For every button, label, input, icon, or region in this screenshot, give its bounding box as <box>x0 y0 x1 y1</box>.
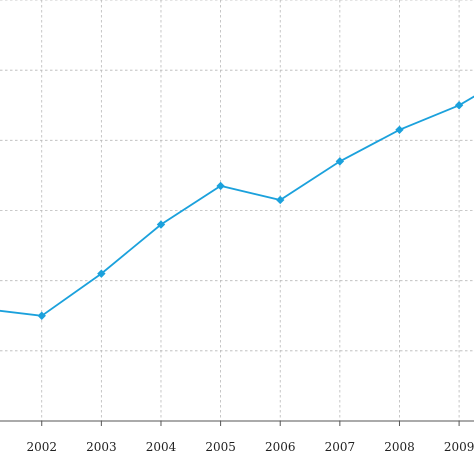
data-point-marker <box>37 311 46 320</box>
x-tick-label: 2008 <box>384 440 415 454</box>
data-point-marker <box>216 181 225 191</box>
data-point-marker <box>395 125 404 135</box>
data-point-marker <box>156 220 166 229</box>
series-line <box>0 95 474 317</box>
x-tick-label: 2009 <box>444 440 474 454</box>
x-tick-label: 2003 <box>86 440 117 454</box>
data-point-marker <box>97 269 106 278</box>
x-axis-ticks: 2002 2003 2004 2005 2006 2007 2008 2009 <box>26 421 474 454</box>
grid-lines <box>0 0 474 421</box>
data-point-marker <box>276 195 285 205</box>
x-tick-label: 2002 <box>26 440 57 454</box>
x-tick-label: 2007 <box>325 440 356 454</box>
series-layer <box>0 95 474 320</box>
x-tick-label: 2005 <box>205 440 236 454</box>
x-tick-label: 2006 <box>265 440 296 454</box>
data-point-marker <box>335 157 345 166</box>
x-tick-label: 2004 <box>146 440 177 454</box>
data-point-marker <box>454 101 464 110</box>
